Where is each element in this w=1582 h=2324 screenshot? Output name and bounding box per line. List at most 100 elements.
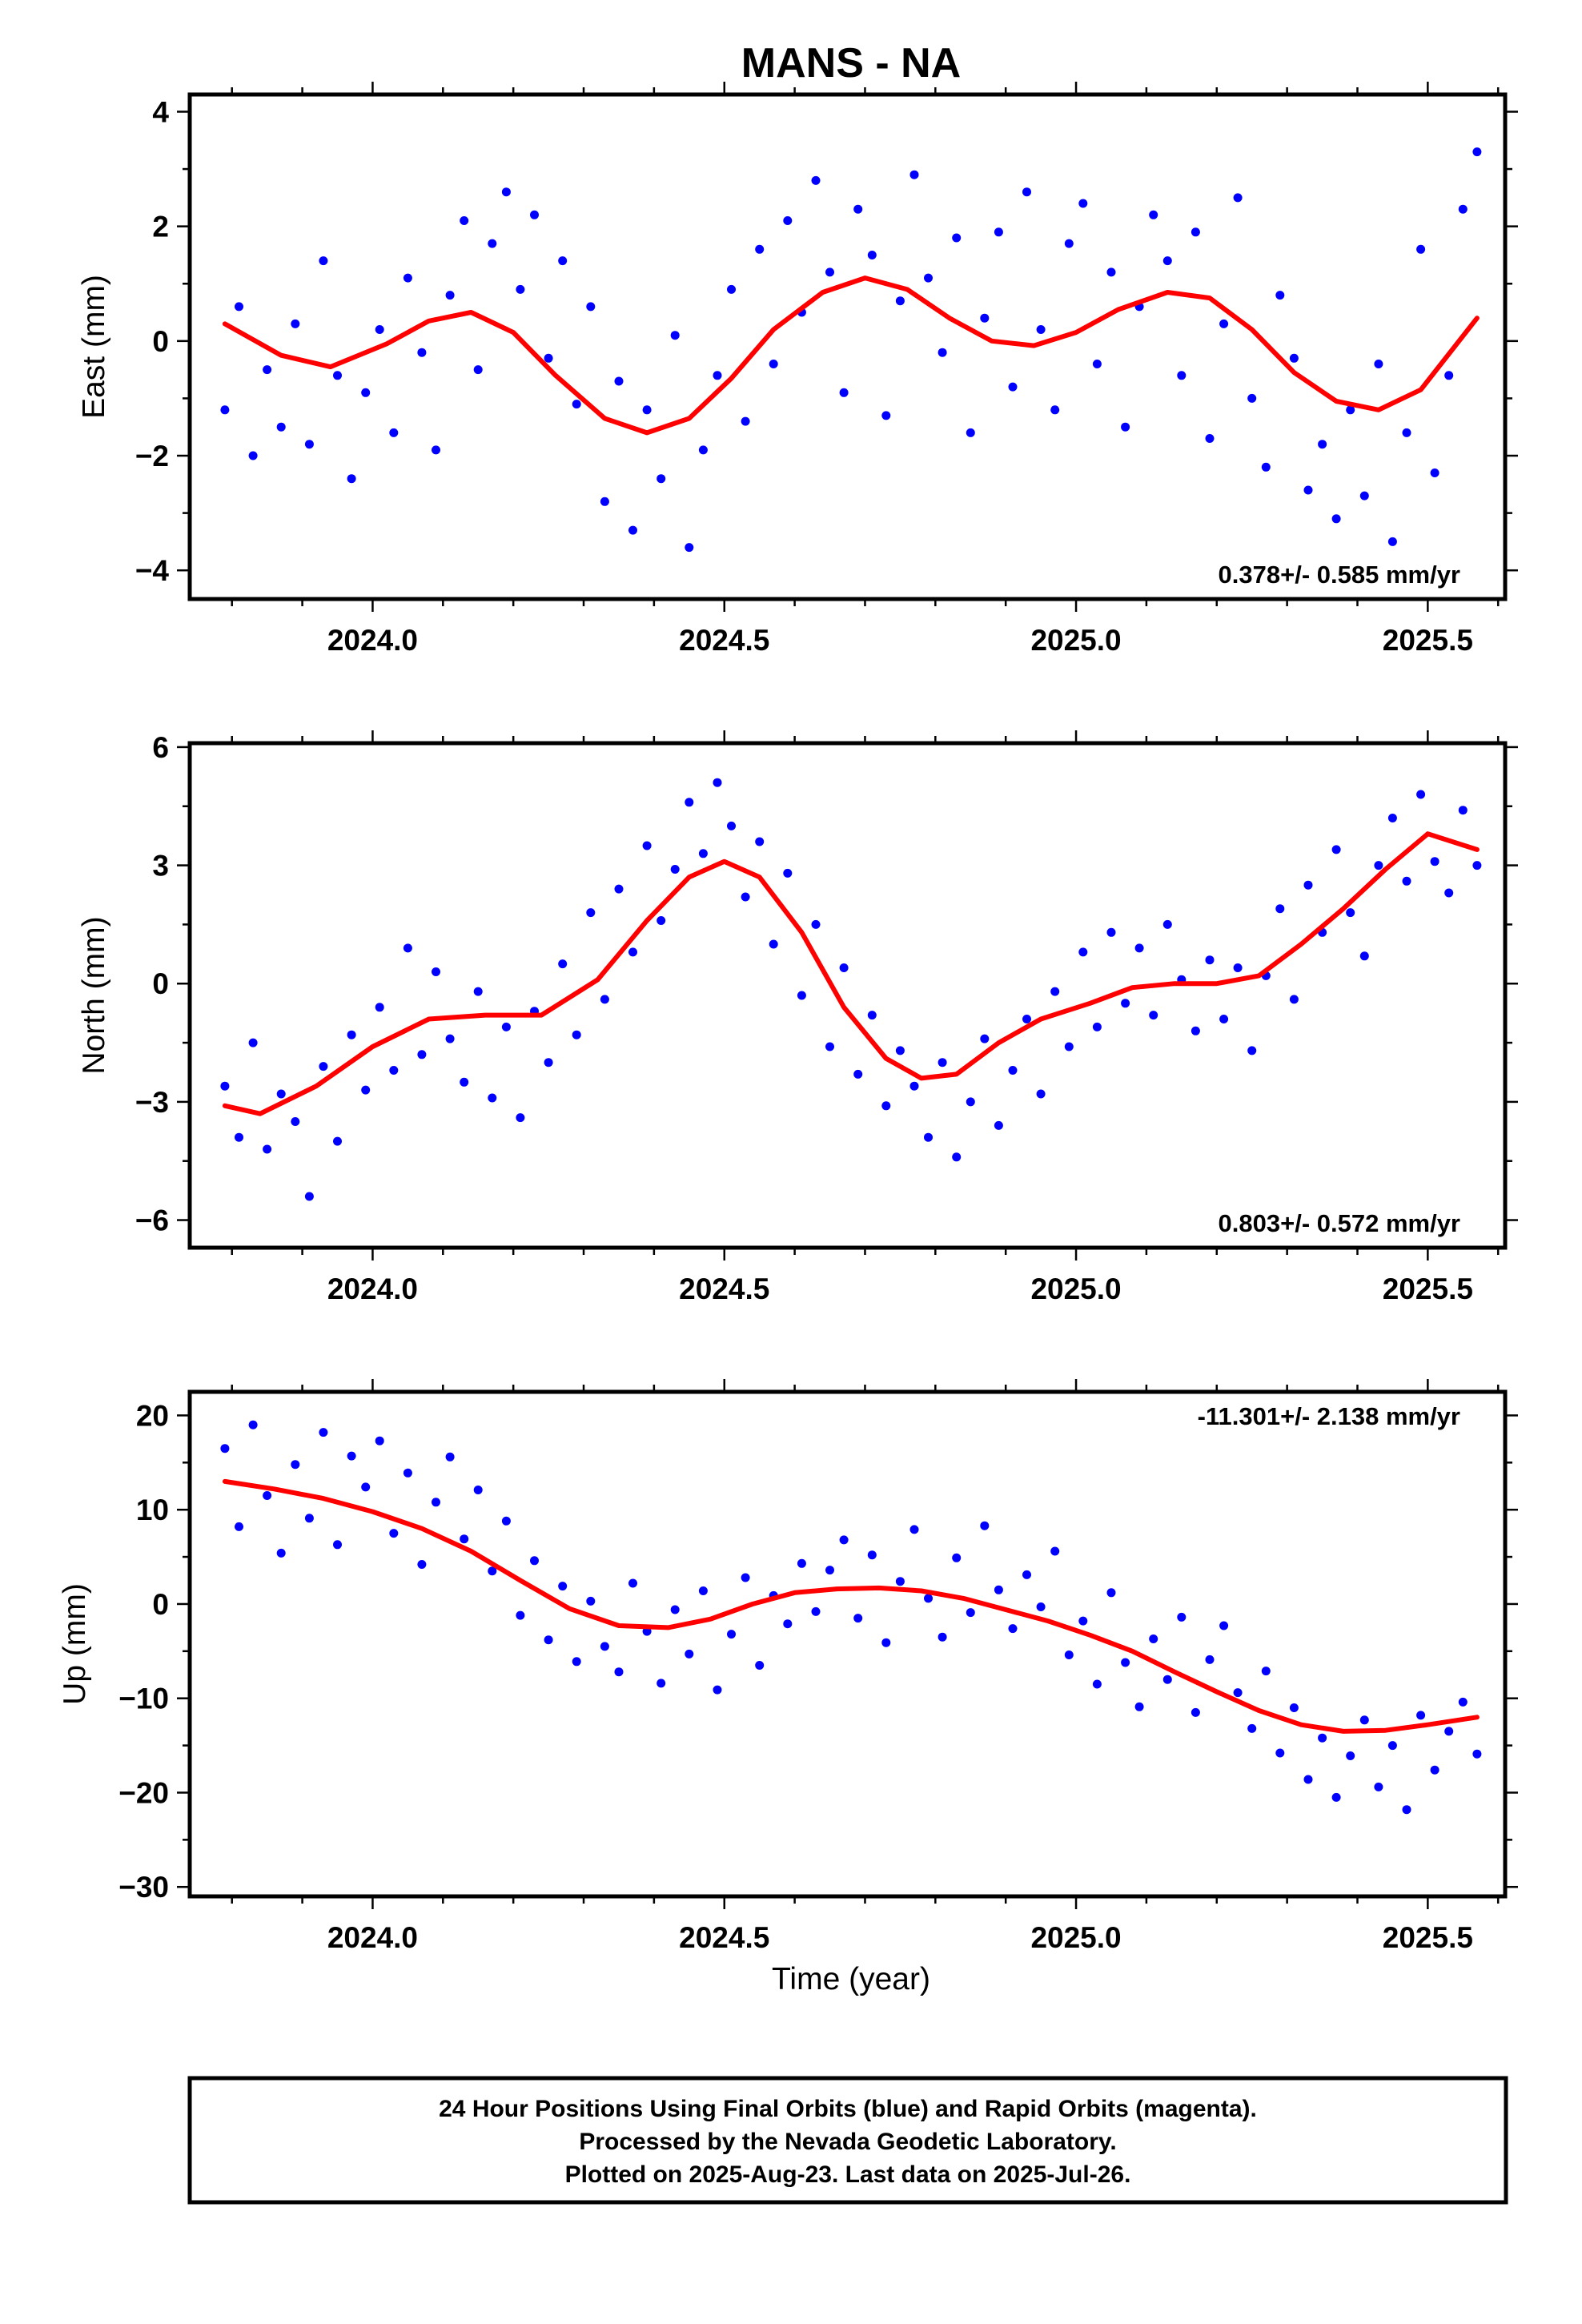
data-point <box>1233 1688 1243 1698</box>
data-point <box>980 1034 990 1043</box>
y-tick-label: 6 <box>152 731 169 764</box>
data-point <box>895 1046 905 1055</box>
data-point <box>1149 210 1158 219</box>
x-tick-label: 2024.0 <box>327 1273 418 1305</box>
data-point <box>276 1089 286 1099</box>
data-point <box>839 388 849 397</box>
data-point <box>1346 908 1355 918</box>
y-tick-label: −6 <box>135 1204 169 1237</box>
data-point <box>1022 1570 1031 1579</box>
data-point <box>1121 422 1130 432</box>
data-point <box>755 837 765 846</box>
y-tick-label: −4 <box>135 554 170 587</box>
data-point <box>628 1578 637 1588</box>
data-point <box>741 416 750 426</box>
y-tick-label: 20 <box>136 1399 169 1432</box>
data-point <box>867 1550 877 1560</box>
data-point <box>1078 947 1088 957</box>
data-point <box>1177 371 1186 380</box>
data-point <box>1472 861 1482 870</box>
x-tick-label: 2025.5 <box>1383 624 1473 657</box>
data-point <box>1219 1621 1229 1630</box>
x-tick-label: 2025.0 <box>1030 624 1121 657</box>
data-point <box>1458 204 1468 214</box>
data-point <box>347 1451 356 1461</box>
data-point <box>924 1594 933 1603</box>
x-tick-label: 2025.0 <box>1030 1273 1121 1305</box>
data-point <box>1331 845 1341 854</box>
data-point <box>1078 1616 1088 1626</box>
data-point <box>713 1685 722 1695</box>
data-point <box>361 1085 371 1095</box>
data-point <box>403 943 412 953</box>
data-point <box>685 798 694 807</box>
x-tick-label: 2024.0 <box>327 624 418 657</box>
data-point <box>1162 256 1172 266</box>
data-point <box>1289 1703 1299 1712</box>
data-point <box>938 1058 947 1068</box>
data-point <box>1331 514 1341 524</box>
data-point <box>1050 987 1060 996</box>
data-point <box>1303 880 1313 890</box>
data-point <box>1219 1015 1229 1023</box>
data-point <box>1008 1624 1018 1634</box>
data-point <box>319 256 328 266</box>
data-point <box>895 296 905 306</box>
data-point <box>1036 1602 1046 1611</box>
data-point <box>1430 1765 1439 1775</box>
data-point <box>895 1577 905 1586</box>
data-point <box>769 939 778 949</box>
data-point <box>1444 888 1454 898</box>
data-point <box>333 1136 342 1146</box>
data-point <box>1092 1679 1102 1689</box>
data-point <box>1303 1775 1313 1784</box>
data-point <box>994 227 1003 237</box>
data-point <box>853 1614 863 1623</box>
data-point <box>656 916 666 925</box>
y-axis-label: East (mm) <box>77 275 111 419</box>
data-point <box>741 1573 750 1582</box>
data-point <box>628 525 637 535</box>
data-point <box>417 348 427 357</box>
data-point <box>1374 1782 1383 1791</box>
data-point <box>530 210 539 219</box>
data-point <box>544 353 553 363</box>
data-point <box>558 959 568 969</box>
data-point <box>966 1097 975 1107</box>
data-point <box>586 908 596 918</box>
data-point <box>1092 360 1102 368</box>
data-point <box>1416 1711 1426 1720</box>
data-point <box>1318 440 1327 449</box>
data-point <box>853 204 863 214</box>
data-point <box>1036 325 1046 334</box>
data-point <box>432 1498 440 1507</box>
data-point <box>600 497 609 506</box>
data-point <box>952 233 962 243</box>
data-point <box>333 371 342 380</box>
data-point <box>839 1535 849 1545</box>
data-point <box>1162 1675 1172 1684</box>
data-point <box>614 1667 624 1677</box>
data-point <box>1106 927 1116 937</box>
data-point <box>516 1610 525 1620</box>
y-axis-label: North (mm) <box>77 916 111 1074</box>
data-point <box>1205 434 1215 443</box>
data-point <box>1121 1658 1130 1667</box>
data-point <box>248 1420 258 1429</box>
data-point <box>1121 999 1130 1008</box>
data-point <box>741 892 750 902</box>
data-point <box>1162 919 1172 929</box>
data-point <box>952 1152 962 1162</box>
data-point <box>432 445 440 455</box>
data-point <box>1022 1015 1031 1023</box>
data-point <box>319 1428 328 1437</box>
data-point <box>572 1657 581 1667</box>
y-axis-label: Up (mm) <box>58 1583 92 1705</box>
y-tick-label: 3 <box>152 850 169 883</box>
data-point <box>501 1022 511 1031</box>
y-tick-label: −30 <box>118 1871 169 1904</box>
data-point <box>558 1582 568 1591</box>
data-point <box>586 302 596 312</box>
data-point <box>713 778 722 787</box>
y-tick-label: −3 <box>135 1086 169 1119</box>
